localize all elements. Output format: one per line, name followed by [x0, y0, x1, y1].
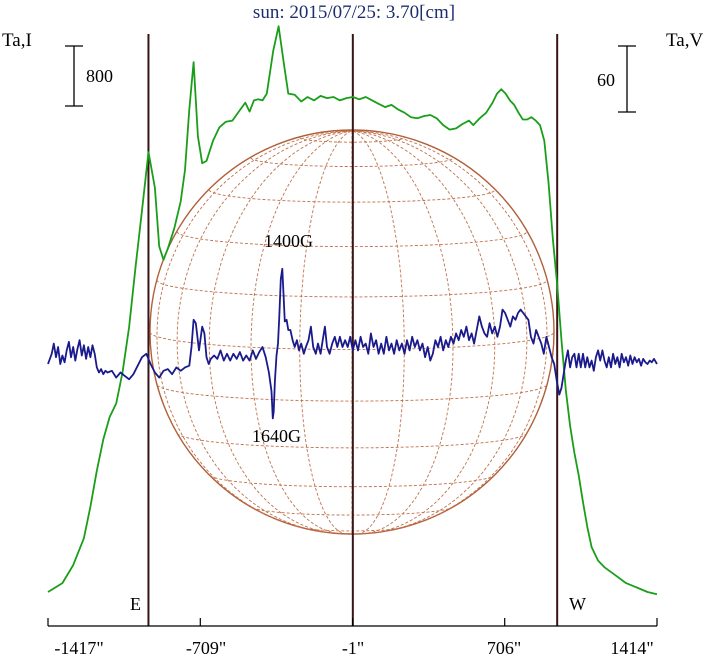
series-lines: [47, 25, 658, 596]
chart-title: sun: 2015/07/25: 3.70[cm]: [252, 2, 456, 23]
x-tick-label: 706": [486, 638, 522, 658]
left-axis-label: Ta,I: [2, 30, 32, 51]
disk-grid-line: [208, 130, 353, 534]
x-axis: [47, 618, 658, 627]
disk-grid-line: [250, 130, 353, 535]
disk-grid-line: [351, 130, 496, 534]
east-label: E: [130, 594, 141, 614]
scale-bars: [65, 45, 636, 113]
disk-grid-line: [351, 130, 548, 529]
intensity-series-line: [47, 25, 658, 596]
west-label: W: [569, 594, 586, 614]
disk-grid-line: [209, 475, 495, 488]
disk-grid-line: [176, 130, 353, 533]
right-scale-value: 60: [597, 70, 615, 90]
x-tick-label: -1417": [54, 638, 104, 658]
right-axis-label: Ta,V: [666, 30, 704, 51]
polarization-series-line: [47, 267, 658, 420]
x-tick-label: 1414": [610, 638, 654, 658]
vertical-markers: [147, 34, 559, 626]
disk-grid-line: [156, 130, 353, 529]
left-scale-value: 800: [86, 66, 113, 86]
disk-grid-line: [351, 130, 405, 535]
disk-grid-line: [299, 130, 353, 535]
field-annotation-1400g: 1400G: [264, 231, 313, 251]
disk-grid-line: [208, 189, 496, 203]
disk-grid-line: [351, 130, 528, 533]
x-tick-label: -709": [185, 638, 227, 658]
field-annotation-1640g: 1640G: [252, 426, 301, 446]
disk-grid-line: [351, 130, 454, 535]
x-tick-label: -1": [341, 638, 365, 658]
